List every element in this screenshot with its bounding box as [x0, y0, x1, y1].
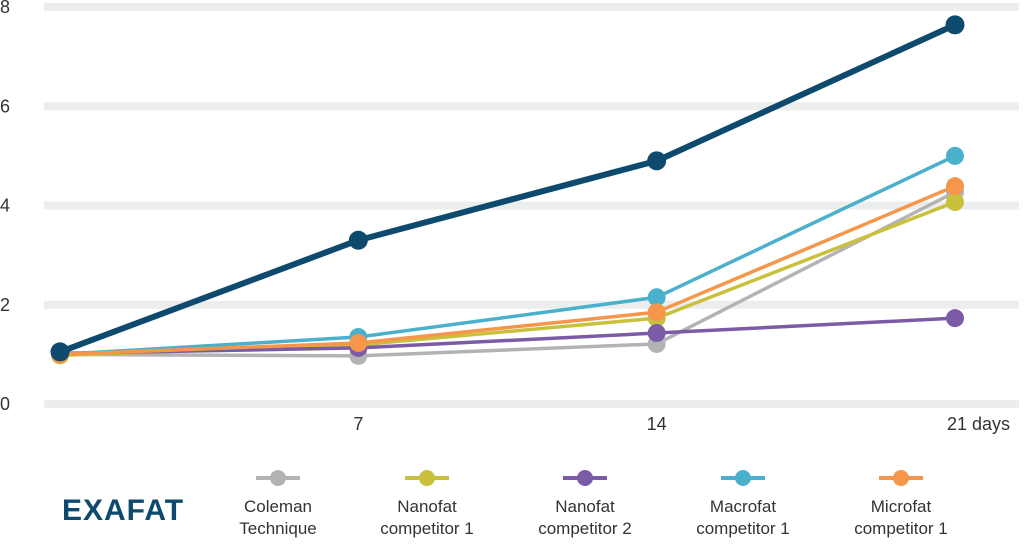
y-tick-label: 8: [0, 0, 10, 17]
data-point: [945, 15, 965, 35]
legend-swatch-marker: [419, 470, 435, 486]
data-point: [647, 303, 666, 322]
y-tick-label: 0: [0, 394, 10, 414]
data-point: [946, 177, 964, 196]
data-point: [647, 288, 666, 307]
gridline: [44, 201, 1019, 210]
data-point: [647, 151, 667, 171]
exafat-logo: EXAFAT: [62, 494, 185, 527]
gridline: [44, 300, 1019, 309]
legend-label: Coleman: [243, 497, 313, 516]
legend-item: Nanofat competitor 2: [510, 496, 660, 540]
x-tick-label: 21 days: [947, 414, 1010, 434]
legend-item: Nanofat competitor 1: [352, 496, 502, 540]
gridline: [44, 102, 1019, 111]
y-tick-label: 6: [0, 96, 10, 116]
x-tick-label: 14: [647, 414, 667, 434]
legend-swatch-marker: [735, 470, 751, 486]
series-line: [59, 154, 956, 357]
series-line: [59, 200, 956, 358]
legend-item: Coleman Technique: [203, 496, 353, 540]
data-point: [946, 193, 964, 212]
series-line: [59, 316, 956, 356]
series-line: [59, 190, 956, 358]
gridline: [44, 3, 1019, 11]
legend-label: competitor 1: [696, 519, 790, 538]
legend-label: Macrofat: [709, 497, 777, 516]
legend-swatch-marker: [270, 470, 286, 486]
legend-label: competitor 1: [854, 519, 948, 538]
series-line: [59, 184, 956, 357]
data-point: [946, 146, 964, 165]
data-point: [349, 333, 368, 352]
legend-label: competitor 2: [538, 519, 632, 538]
legend-swatch-marker: [893, 470, 909, 486]
legend-label: Nanofat: [397, 497, 457, 516]
y-tick-label: 2: [0, 295, 10, 315]
legend-label: Nanofat: [555, 497, 615, 516]
legend-item: Microfat competitor 1: [826, 496, 976, 540]
data-point: [348, 230, 368, 250]
gridline: [44, 400, 1019, 408]
data-point: [647, 324, 666, 343]
y-tick-label: 4: [0, 196, 10, 216]
legend-label: Technique: [239, 519, 317, 538]
legend-label: Microfat: [870, 497, 932, 516]
legend-label: competitor 1: [380, 519, 474, 538]
x-tick-label: 7: [353, 414, 363, 434]
data-point: [50, 342, 70, 362]
data-point: [946, 309, 964, 328]
series-line: [58, 22, 957, 355]
legend-swatch-marker: [577, 470, 593, 486]
legend-item: Macrofat competitor 1: [668, 496, 818, 540]
